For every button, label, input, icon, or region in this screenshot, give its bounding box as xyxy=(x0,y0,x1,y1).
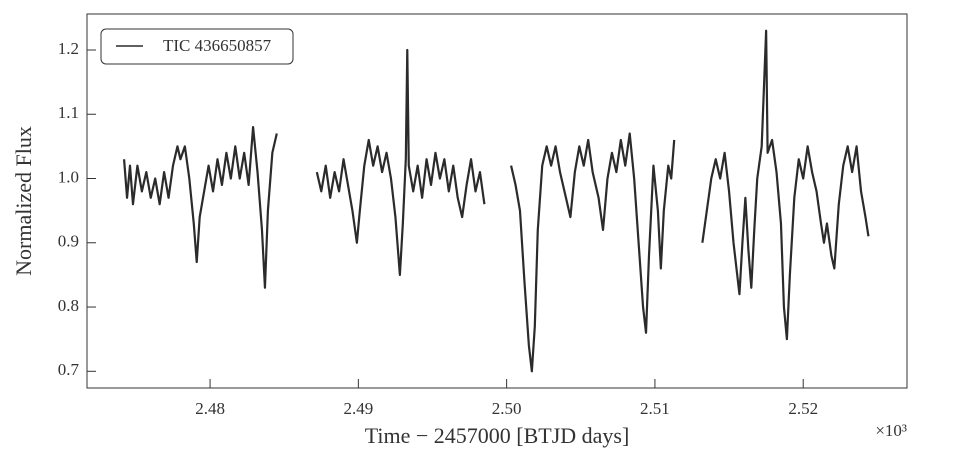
y-axis-label: Normalized Flux xyxy=(11,126,36,276)
x-tick-label: 2.50 xyxy=(492,399,522,418)
y-tick-label: 0.7 xyxy=(58,360,80,379)
y-tick-label: 1.0 xyxy=(58,167,79,186)
legend-box xyxy=(100,28,294,65)
y-tick-label: 1.1 xyxy=(58,103,79,122)
x-axis-label: Time − 2457000 [BTJD days] xyxy=(365,423,630,448)
plot-frame xyxy=(86,13,908,389)
legend: TIC 436650857 xyxy=(100,28,294,65)
x-tick-label: 2.51 xyxy=(640,399,670,418)
y-tick-label: 1.2 xyxy=(58,39,79,58)
y-tick-label: 0.9 xyxy=(58,232,79,251)
x-offset-label: ×10³ xyxy=(875,421,907,440)
x-tick-label: 2.48 xyxy=(195,399,225,418)
flux-line xyxy=(122,29,870,373)
x-tick-label: 2.52 xyxy=(788,399,818,418)
x-tick-label: 2.49 xyxy=(343,399,373,418)
legend-label: TIC 436650857 xyxy=(163,36,272,55)
y-tick-label: 0.8 xyxy=(58,296,79,315)
